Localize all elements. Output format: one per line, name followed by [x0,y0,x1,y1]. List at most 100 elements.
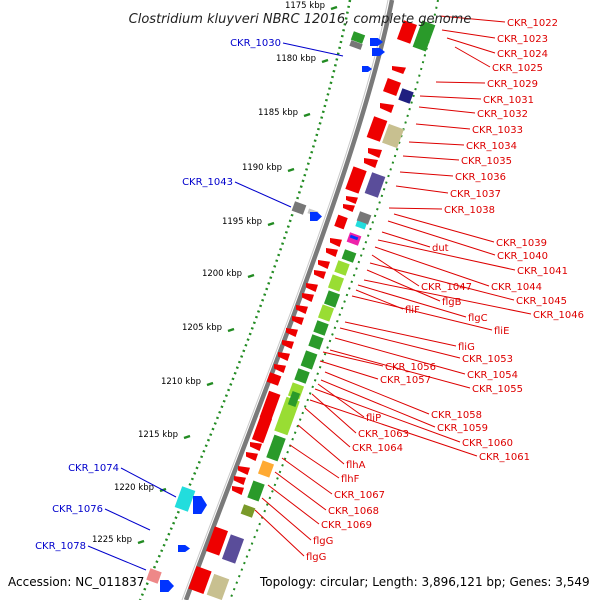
gene-arrow [178,545,190,552]
genome-backbone-edge [181,0,389,600]
leader-line-right [319,360,379,380]
gene-block-pink [146,568,162,584]
kbp-tick [247,273,255,279]
kbp-label: 1205 kbp [182,323,222,333]
gene-block-gray [291,201,307,215]
gene-label-right: CKR_1041 [517,266,568,277]
gene-label-right: CKR_1054 [467,370,518,381]
gene-label-right: flhF [341,474,360,485]
accession-text: Accession: NC_011837 [8,575,144,589]
leader-line-right [435,81,486,84]
gene-label-right: CKR_1069 [321,520,372,531]
gene-block-lime [334,260,350,276]
gene-label-right: CKR_1025 [492,63,543,74]
gene-block-red [188,565,212,595]
gene-label-right: flgG [313,536,333,547]
leader-line-right [399,171,454,177]
gene-arrow [326,248,338,257]
gene-label-right: CKR_1063 [358,429,409,440]
gene-block-small-green [350,31,366,44]
gene-label-right: CKR_1058 [431,410,482,421]
gene-block-red [205,526,229,556]
gene-label-right: CKR_1035 [461,156,512,167]
leader-line-right [254,509,305,557]
kbp-label: 1215 kbp [138,430,178,440]
leader-line-right [311,393,357,434]
gene-label-right: CKR_1037 [450,189,501,200]
kbp-tick [287,167,295,173]
gene-block-purple [221,534,245,564]
leader-line-right [320,379,436,428]
gene-block-khaki [382,123,404,149]
gene-arrow [380,103,394,113]
leader-line-left [87,545,147,571]
left-gene-labels: CKR_1030 CKR_1043 CKR_1074 CKR_1076 CKR_1078 [35,38,281,552]
gene-label-right: CKR_1060 [462,438,513,449]
gene-label-left: CKR_1043 [182,177,233,188]
gene-block-cyan [174,486,196,512]
leader-line-right [267,484,320,525]
topology-text: Topology: circular; Length: 3,896,121 bp… [259,575,590,589]
leader-line-right [441,29,496,39]
gene-block-red [345,166,367,194]
gene-block-green [308,334,324,350]
leader-line-right [369,262,515,301]
gene-label-right: CKR_1067 [334,490,385,501]
kbp-tick [206,381,214,387]
leader-line-right [309,399,478,457]
leader-line-right [289,444,340,479]
gene-label-right: CKR_1029 [487,79,538,90]
gene-block-green [313,320,329,336]
gene-arrow [306,283,318,292]
gene-arrow [318,260,330,269]
gene-arrow [368,148,382,158]
gene-label-right: CKR_1032 [477,109,528,120]
gene-label-right: CKR_1064 [352,443,403,454]
kbp-label: 1190 kbp [242,163,282,173]
leader-line-left [234,181,292,208]
gene-label-right: fliF [405,305,420,316]
leader-line-right [304,407,351,448]
gene-arrow [282,340,294,349]
label-leader-lines [87,15,532,571]
gene-label-right: CKR_1044 [491,282,542,293]
leader-line-right [363,279,532,315]
gene-label-right: CKR_1036 [455,172,506,183]
leader-line-right [329,349,471,389]
leader-line-right [371,254,420,287]
gene-arrow [296,305,308,314]
leader-line-left [282,42,344,57]
leader-line-left [120,467,177,498]
leader-line-right [261,497,312,541]
gene-block-olive [240,504,256,518]
kbp-tick [137,539,145,545]
gene-arrow [364,158,378,168]
gene-features [146,20,436,600]
gene-label-right: CKR_1022 [507,18,558,29]
gene-label-right: CKR_1059 [437,423,488,434]
leader-line-right [317,383,365,418]
gene-block-red [334,214,348,230]
gene-block-red [259,390,281,422]
gene-block-navy [398,88,414,104]
gene-block-gray [349,40,363,50]
leader-line-right [388,207,443,210]
leader-line-right [408,141,465,146]
map-title: Clostridium kluyveri NBRC 12016, complet… [129,12,472,27]
gene-block-lime [317,304,335,322]
gene-label-right: CKR_1046 [533,310,584,321]
gene-arrow [292,316,304,325]
gene-block-red [266,372,282,386]
gene-label-left: CKR_1074 [68,463,119,474]
gene-block-lime [327,274,345,292]
gene-arrow [250,442,262,451]
leader-line-right [419,95,482,100]
gene-block-green [300,350,318,370]
gene-block-purple [364,172,386,198]
gene-label-right: CKR_1023 [497,34,548,45]
leader-line-right [357,284,467,318]
gene-label-right: flhA [346,460,366,471]
leader-line-right [322,351,384,367]
gene-block-red [251,414,273,444]
leader-line-right [344,321,457,347]
